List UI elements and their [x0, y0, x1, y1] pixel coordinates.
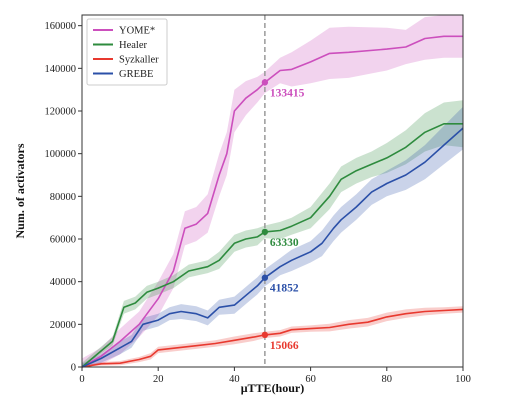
marker-healer — [261, 228, 269, 236]
legend-entry: YOME* — [119, 26, 155, 37]
marker-grebe — [261, 274, 269, 281]
annotation-yome: 133415 — [270, 87, 305, 99]
x-tick-label: 80 — [382, 374, 393, 385]
line-healer — [81, 123, 463, 368]
marker-yome — [261, 79, 269, 86]
y-tick-label: 120000 — [45, 107, 77, 118]
annotation-syzkaller: 15066 — [270, 340, 299, 352]
y-tick-label: 100000 — [45, 149, 77, 160]
y-tick-label: 160000 — [45, 21, 77, 32]
legend-box — [86, 18, 168, 86]
x-tick-label: 0 — [79, 374, 84, 385]
annotation-markers: 133415 63330 41852 15066 — [261, 79, 305, 352]
band-yome — [82, 15, 463, 367]
line-grebe — [81, 127, 464, 368]
y-tick-label: 140000 — [45, 64, 77, 75]
annotation-grebe: 41852 — [270, 283, 299, 295]
plot-frame — [81, 14, 464, 368]
y-tick-label: 80000 — [50, 192, 76, 203]
y-tick-label: 40000 — [50, 277, 76, 288]
y-axis-label: Num. of activators — [13, 143, 27, 238]
y-axis-ticks: 0 20000 40000 60000 80000 100000 120000 140000 1… — [45, 21, 82, 374]
legend-entry: GREBE — [119, 69, 153, 80]
band-healer — [82, 100, 463, 368]
y-tick-label: 20000 — [50, 320, 76, 331]
series-lines — [81, 35, 464, 368]
x-tick-label: 40 — [229, 374, 240, 385]
marker-syzkaller — [261, 331, 269, 339]
line-yome — [81, 35, 463, 368]
legend-entry: Syzkaller — [119, 55, 159, 66]
x-axis-ticks: 0 20 40 60 80 100 — [79, 367, 471, 385]
legend-entry: Healer — [119, 40, 147, 51]
x-tick-label: 100 — [455, 374, 471, 385]
x-tick-label: 20 — [153, 374, 164, 385]
x-axis-label: μTTE(hour) — [241, 381, 304, 395]
annotation-healer: 63330 — [270, 237, 299, 249]
legend: YOME* Healer Syzkaller GREBE — [86, 18, 168, 86]
y-tick-label: 60000 — [50, 235, 76, 246]
x-tick-label: 60 — [305, 374, 316, 385]
y-tick-label: 0 — [71, 363, 76, 374]
